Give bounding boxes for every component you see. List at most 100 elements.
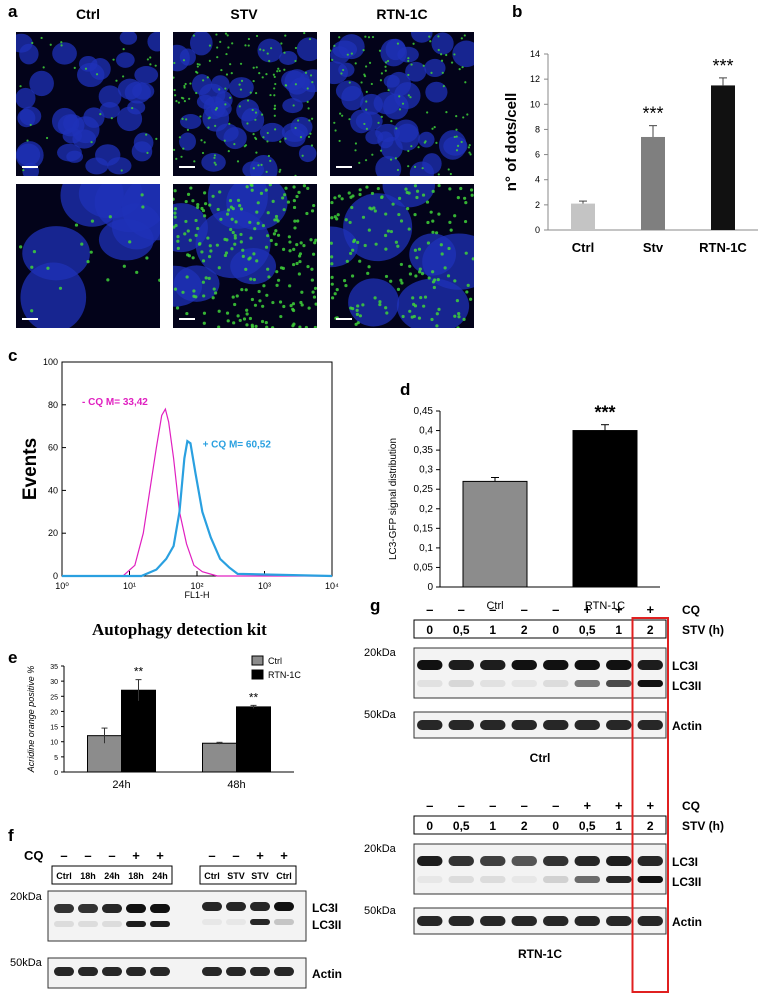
y-tick-label: 0,35: [414, 445, 434, 456]
lc3-dot: [379, 79, 383, 82]
lc3-dot: [262, 136, 265, 139]
lc3-dot: [284, 84, 287, 87]
lc3-dot: [274, 229, 278, 233]
lc3-dot: [434, 231, 439, 235]
lc3-dot: [310, 117, 314, 120]
lc3-dot: [254, 136, 257, 139]
y-tick-label: 20: [48, 528, 58, 538]
lc3-dot: [186, 229, 190, 233]
lc3-dot: [442, 85, 445, 88]
band: [511, 720, 537, 730]
lane-label: Ctrl: [204, 871, 220, 881]
lc3-dot: [84, 67, 88, 70]
stv-value: 0: [426, 623, 433, 637]
stv-value: 2: [647, 819, 654, 833]
mw-marker-20: 20kDa: [364, 647, 397, 659]
lc3-dot: [231, 295, 235, 299]
nucleus: [348, 278, 400, 327]
lc3-dot: [90, 140, 93, 144]
legend-label: RTN-1C: [268, 670, 301, 680]
lc3-dot: [306, 100, 309, 103]
lc3-dot: [199, 115, 202, 118]
lc3-dot: [212, 287, 216, 291]
lc3-dot: [296, 219, 300, 223]
lc3-dot: [447, 246, 451, 251]
lc3-dot: [398, 108, 402, 111]
stv-label: STV (h): [682, 819, 724, 833]
band: [202, 919, 222, 925]
band: [511, 916, 537, 926]
lc3-dot: [365, 65, 368, 68]
bar: [711, 85, 735, 230]
lc3-dot: [419, 295, 423, 300]
column-title-rtn1c: RTN-1C: [376, 6, 428, 22]
lc3-dot: [363, 73, 366, 76]
lc3-dot: [422, 64, 425, 67]
lc3-dot: [470, 193, 474, 197]
lc3-dot: [460, 37, 463, 40]
lc3-dot: [300, 290, 304, 294]
panel-label-e: e: [8, 648, 18, 667]
lc3-dot: [373, 296, 377, 300]
band: [637, 660, 663, 670]
y-tick-label: 0: [535, 225, 540, 235]
lc3-dot: [240, 79, 244, 82]
lc3-dot: [271, 300, 275, 305]
lc3-dot: [358, 259, 362, 263]
nucleus: [173, 44, 190, 72]
band: [54, 921, 74, 927]
band: [126, 904, 146, 913]
chart-c-caption: Autophagy detection kit: [92, 620, 267, 639]
lc3-dot: [155, 137, 158, 141]
lc3-dot: [141, 205, 145, 209]
lane-label: 24h: [104, 871, 120, 881]
lc3-dot: [365, 100, 368, 103]
lc3-dot: [229, 63, 232, 66]
band: [543, 856, 569, 866]
lc3-dot: [384, 65, 387, 68]
lc3-dot: [356, 321, 360, 325]
cq-sign: –: [521, 798, 528, 813]
bar: [572, 430, 638, 588]
lc3-dot: [243, 145, 246, 148]
lc3-dot: [422, 304, 426, 308]
lc3-dot: [298, 325, 302, 328]
category-label: 24h: [112, 779, 130, 791]
y-tick-label: 0,05: [414, 562, 434, 573]
lc3-dot: [453, 53, 456, 56]
lc3-dot: [287, 235, 291, 239]
lc3-dot: [294, 46, 298, 50]
x-axis-label: FL1-H: [184, 590, 209, 600]
lc3-dot: [240, 288, 244, 292]
lc3-dot: [373, 209, 377, 213]
cq-sign: +: [646, 604, 654, 617]
x-tick-label: 10¹: [123, 581, 136, 591]
lc3-dot: [421, 167, 424, 170]
nucleus: [147, 32, 160, 52]
lc3-dot: [201, 151, 205, 155]
lc3-dot: [279, 140, 282, 143]
band-label-lc3i: LC3I: [672, 855, 698, 869]
stv-value: 2: [521, 623, 528, 637]
lc3-dot: [286, 200, 291, 204]
lane-label-box: [51, 865, 173, 885]
lc3-dot: [282, 247, 286, 252]
y-tick-label: 5: [54, 755, 58, 762]
x-tick-label: 10⁰: [55, 581, 69, 591]
lc3-dot: [239, 232, 243, 237]
lc3-dot: [437, 184, 441, 188]
bar: [202, 742, 237, 773]
cq-sign: –: [60, 848, 67, 863]
cq-sign: –: [552, 798, 559, 813]
lc3-dot: [432, 285, 436, 290]
lc3-dot: [282, 304, 286, 309]
lc3-dot: [330, 275, 334, 279]
band: [606, 680, 632, 687]
lc3-dot: [276, 219, 280, 223]
lc3-dot: [294, 59, 297, 63]
lc3-dot: [367, 228, 371, 232]
lc3-dot: [362, 48, 365, 52]
nucleus: [98, 85, 122, 108]
lc3-dot: [244, 44, 247, 47]
lc3-dot: [238, 318, 242, 323]
